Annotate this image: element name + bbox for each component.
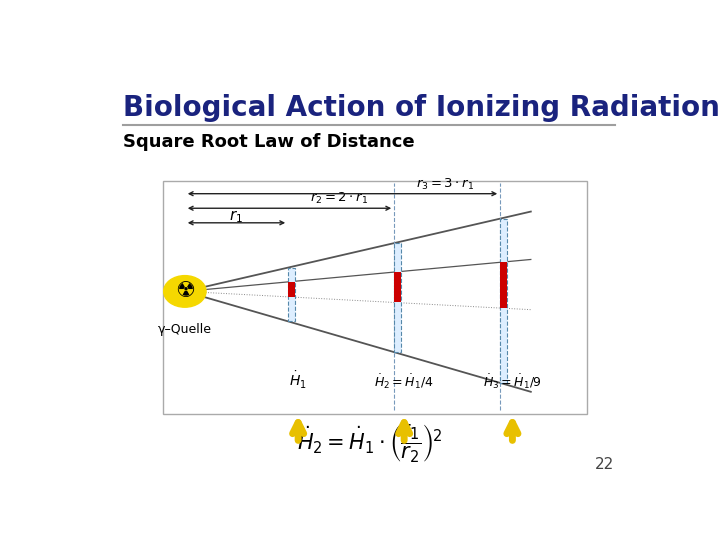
- Text: 22: 22: [595, 457, 615, 472]
- Text: $\dot{H}_2 = \dot{H}_1 \cdot \left(\dfrac{r_1}{r_2}\right)^{\!2}$: $\dot{H}_2 = \dot{H}_1 \cdot \left(\dfra…: [297, 422, 441, 464]
- Polygon shape: [394, 272, 401, 302]
- Circle shape: [163, 275, 206, 307]
- Polygon shape: [288, 282, 295, 297]
- Text: ☢: ☢: [175, 281, 195, 301]
- Text: Biological Action of Ionizing Radiation: Biological Action of Ionizing Radiation: [124, 94, 720, 122]
- Text: $\dot{H}_1$: $\dot{H}_1$: [289, 370, 307, 391]
- Polygon shape: [500, 219, 508, 383]
- Text: $\dot{H}_3 = \dot{H}_1 / 9$: $\dot{H}_3 = \dot{H}_1 / 9$: [483, 373, 541, 391]
- Text: $r_2 = 2 \cdot r_1$: $r_2 = 2 \cdot r_1$: [310, 191, 369, 206]
- Text: Square Root Law of Distance: Square Root Law of Distance: [124, 133, 415, 151]
- Text: $r_3 = 3 \cdot r_1$: $r_3 = 3 \cdot r_1$: [416, 177, 474, 192]
- Text: γ–Quelle: γ–Quelle: [158, 322, 212, 335]
- Bar: [163, 181, 587, 414]
- Text: $r_1$: $r_1$: [230, 208, 243, 225]
- Polygon shape: [500, 262, 508, 308]
- Text: $\dot{H}_2 = \dot{H}_1 / 4$: $\dot{H}_2 = \dot{H}_1 / 4$: [374, 373, 434, 391]
- Polygon shape: [288, 268, 295, 321]
- Polygon shape: [394, 243, 401, 352]
